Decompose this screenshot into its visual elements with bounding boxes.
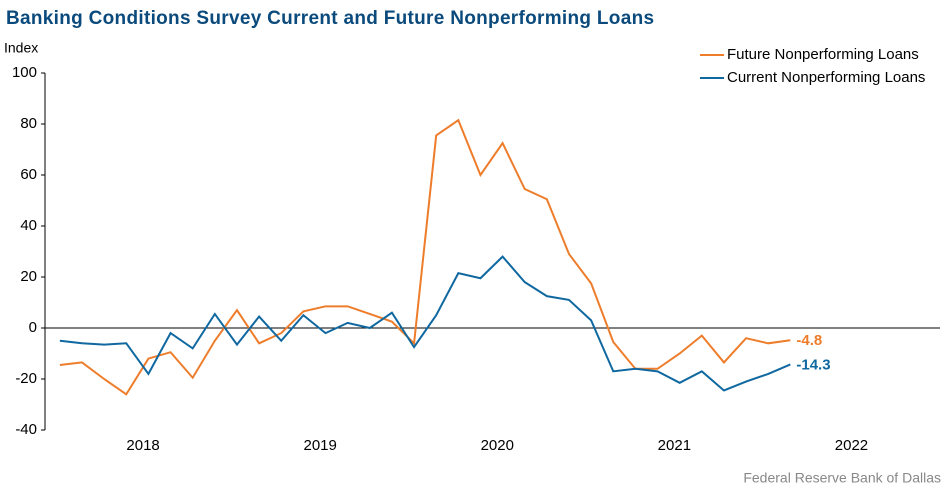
- y-tick-label: -40: [15, 421, 37, 438]
- legend-label: Future Nonperforming Loans: [727, 46, 919, 63]
- x-tick-label: 2020: [481, 437, 514, 454]
- x-tick-label: 2022: [835, 437, 868, 454]
- y-tick-label: 40: [20, 217, 37, 234]
- x-tick-label: 2019: [304, 437, 337, 454]
- end-value-label: -4.8: [796, 332, 822, 349]
- chart-title: Banking Conditions Survey Current and Fu…: [6, 8, 654, 29]
- y-tick-label: 60: [20, 166, 37, 183]
- source: Federal Reserve Bank of Dallas: [743, 470, 941, 486]
- y-tick-label: 0: [29, 319, 37, 336]
- y-tick-label: -20: [15, 370, 37, 387]
- y-tick-label: 20: [20, 268, 37, 285]
- y-tick-label: 100: [12, 64, 37, 81]
- y-axis-label: Index: [4, 40, 38, 56]
- end-value-label: -14.3: [796, 356, 830, 373]
- x-tick-label: 2021: [658, 437, 691, 454]
- legend-label: Current Nonperforming Loans: [727, 69, 925, 86]
- y-tick-label: 80: [20, 115, 37, 132]
- x-tick-label: 2018: [126, 437, 159, 454]
- series-line: [59, 255, 791, 392]
- series-line: [59, 118, 791, 396]
